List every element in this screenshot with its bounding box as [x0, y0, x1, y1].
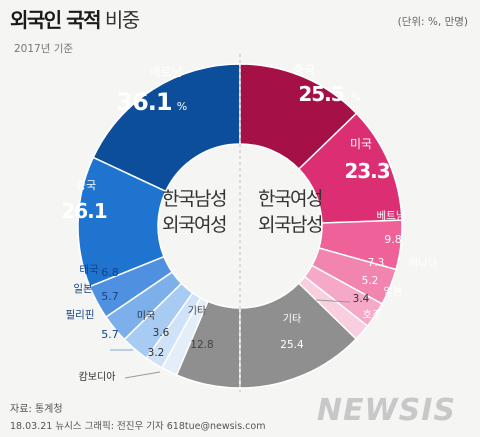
- right-leader-australia: [315, 299, 351, 303]
- left-label-5: 미국: [137, 310, 155, 322]
- right-slice-6: [239, 282, 358, 389]
- left-slice-0: [92, 63, 241, 193]
- right-label-6: 기타: [283, 313, 301, 325]
- left-center-label-1: 외국여성: [162, 214, 226, 236]
- left-label-3: 일본: [73, 282, 93, 295]
- left-label-1: 중국: [76, 179, 96, 192]
- credit-note: 18.03.21 뉴시스 그래픽: 전진우 기자 618tue@newsis.c…: [10, 421, 266, 432]
- right-value-0: 25.5: [298, 82, 343, 106]
- title-light: 비중: [104, 8, 140, 32]
- right-value-3: 7.3: [368, 257, 385, 269]
- left-center-label-0: 한국남성: [162, 188, 226, 210]
- left-value-2: 6.8: [101, 266, 119, 279]
- left-value-1: 26.1: [61, 199, 106, 223]
- right-label-3: 캐나다: [409, 257, 438, 269]
- left-value-0: 36.1: [116, 88, 172, 116]
- title-bold: 외국인 국적: [10, 8, 101, 32]
- source-note: 자료: 통계청: [10, 404, 63, 415]
- left-leader-cambodia: [124, 371, 161, 379]
- left-label-7: 기타: [188, 305, 206, 317]
- left-label-6: 캄보디아: [79, 371, 116, 383]
- left-label-4: 필리핀: [66, 309, 95, 321]
- right-value-1: 23.3: [344, 159, 389, 183]
- right-label-0: 중국: [293, 63, 315, 77]
- right-label-1: 미국: [350, 137, 372, 151]
- left-label-2: 태국: [79, 264, 99, 276]
- right-value-6: 25.4: [280, 339, 304, 351]
- right-unit-0: %: [351, 91, 361, 104]
- right-value-4: 5.2: [362, 275, 379, 287]
- left-label-0: 베트남: [149, 65, 182, 79]
- left-value-5: 3.6: [153, 327, 170, 339]
- unit-note: (단위: %, 만명): [397, 16, 468, 28]
- page-title: 외국인 국적 비중: [10, 4, 140, 33]
- left-value-3: 5.7: [101, 290, 119, 303]
- right-label-5: 호주: [363, 309, 381, 321]
- left-value-6: 3.2: [148, 347, 165, 359]
- right-label-2: 베트남: [377, 210, 406, 222]
- left-value-4: 5.7: [101, 328, 119, 341]
- left-unit-0: %: [177, 100, 187, 113]
- right-center-label-1: 외국남성: [258, 214, 322, 236]
- right-center-label-0: 한국여성: [258, 188, 322, 210]
- right-label-4: 일본: [383, 285, 403, 298]
- newsis-logo: NEWSIS: [316, 393, 456, 428]
- right-value-2: 9.8: [384, 233, 402, 246]
- right-value-5: 3.4: [353, 293, 370, 305]
- basis-note: 2017년 기준: [14, 43, 74, 55]
- left-value-7: 12.8: [190, 339, 213, 351]
